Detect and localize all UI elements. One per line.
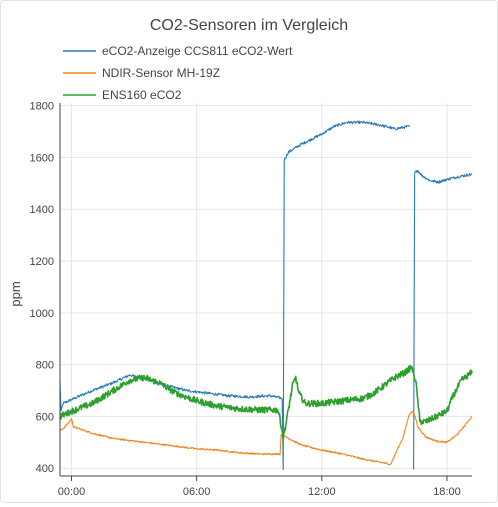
legend-label-ens160: ENS160 eCO2 — [102, 88, 182, 102]
legend-label-mh19z: NDIR-Sensor MH-19Z — [102, 66, 220, 80]
series-line-ccs811-segment — [413, 169, 473, 470]
plot-area — [59, 120, 473, 471]
y-tick-label: 1400 — [30, 204, 54, 216]
legend: eCO2-Anzeige CCS811 eCO2-Wert NDIR-Senso… — [63, 44, 293, 102]
x-tick-label: 00:00 — [58, 486, 86, 498]
y-axis-title: ppm — [8, 281, 23, 306]
legend-label-ccs811: eCO2-Anzeige CCS811 eCO2-Wert — [102, 44, 293, 58]
y-tick-label: 400 — [36, 463, 54, 475]
axes: 400 600 800 1000 1200 1400 1600 1800 00:00 06:00 1… — [30, 101, 472, 498]
legend-item-ccs811[interactable]: eCO2-Anzeige CCS811 eCO2-Wert — [63, 44, 293, 58]
series-ens160 — [59, 365, 473, 440]
y-tick-label: 600 — [36, 411, 54, 423]
series-line-mh19z — [59, 410, 473, 466]
x-tick-label: 06:00 — [183, 486, 211, 498]
series-line-ens160 — [59, 365, 473, 440]
series-ccs811 — [59, 120, 473, 471]
series-line-ccs811 — [59, 120, 410, 471]
y-tick-label: 1200 — [30, 256, 54, 268]
legend-item-mh19z[interactable]: NDIR-Sensor MH-19Z — [63, 66, 220, 80]
grid — [60, 103, 472, 476]
series-mh19z — [59, 410, 473, 466]
x-tick-label: 12:00 — [308, 486, 336, 498]
y-tick-label: 1000 — [30, 308, 54, 320]
y-tick-label: 800 — [36, 360, 54, 372]
y-tick-label: 1800 — [30, 101, 54, 113]
chart-title: CO2-Sensoren im Vergleich — [150, 17, 348, 34]
x-tick-label: 18:00 — [433, 486, 461, 498]
legend-item-ens160[interactable]: ENS160 eCO2 — [63, 88, 182, 102]
y-tick-label: 1600 — [30, 152, 54, 164]
